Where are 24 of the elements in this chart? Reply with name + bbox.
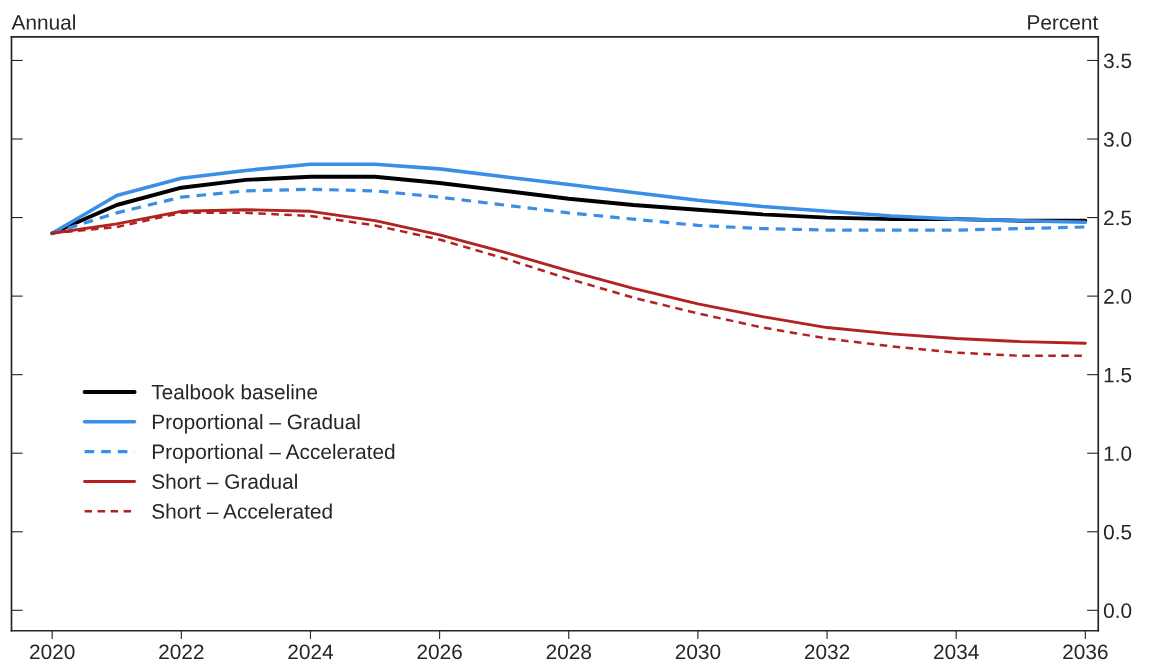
y-tick-label: 0.0 [1103, 603, 1132, 619]
x-tick-label: 2030 [675, 644, 721, 660]
y-tick-label: 3.5 [1103, 53, 1132, 69]
y-tick-label: 1.5 [1104, 367, 1132, 383]
x-tick-label: 2028 [546, 644, 592, 660]
legend-label: Short – Accelerated [152, 503, 332, 519]
legend-label: Tealbook baseline [151, 384, 318, 400]
x-tick-label: 2036 [1063, 644, 1108, 660]
y-tick-label: 2.0 [1104, 289, 1132, 304]
x-tick-label: 2022 [159, 644, 204, 660]
x-tick-label: 2034 [934, 644, 979, 660]
x-tick-label: 2024 [288, 644, 334, 660]
text: Annual [11, 14, 75, 30]
legend-label: Proportional – Accelerated [152, 443, 395, 464]
legend-label: Proportional – Gradual [152, 413, 360, 434]
y-tick-label: 3.0 [1103, 132, 1132, 147]
x-tick-label: 2026 [417, 644, 462, 660]
y-tick-label: 0.5 [1103, 524, 1132, 540]
y-tick-label: 2.5 [1104, 210, 1132, 226]
legend-label: Short – Gradual [152, 473, 297, 489]
y-axis-title: Percent [1028, 15, 1099, 30]
x-tick-label: 2032 [804, 644, 850, 660]
y-tick-label: 1.0 [1104, 446, 1132, 461]
x-tick-label: 2020 [30, 644, 75, 660]
